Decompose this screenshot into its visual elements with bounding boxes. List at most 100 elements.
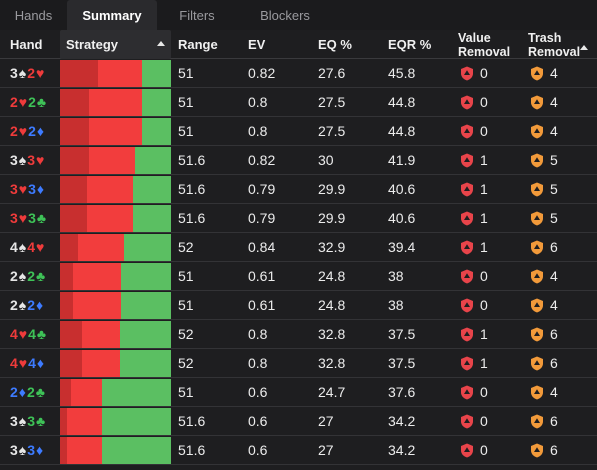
table-row[interactable]: 4 ♥ 4 ♦ 52 0.8 32.8 37.5 1 6 [0, 349, 597, 378]
tab-hands[interactable]: Hands [14, 7, 53, 23]
table-row[interactable]: 4 ♥ 4 ♣ 52 0.8 32.8 37.5 1 6 [0, 320, 597, 349]
heart-icon: ♥ [36, 65, 45, 81]
card-rank: 3 [10, 152, 18, 168]
trash-removal-cell: 5 [530, 175, 594, 203]
strategy-segment-red [97, 60, 143, 87]
value-removal-value: 0 [480, 384, 488, 400]
trash-removal-value: 5 [550, 152, 558, 168]
hand-cell: 3 ♥ 3 ♦ [10, 175, 60, 203]
strategy-segment-green [120, 292, 171, 319]
range-cell: 52 [178, 239, 194, 255]
column-header-eq[interactable]: EQ % [318, 37, 352, 52]
table-row[interactable]: 2 ♦ 2 ♣ 51 0.6 24.7 37.6 0 4 [0, 378, 597, 407]
tab-blockers[interactable]: Blockers [260, 7, 310, 23]
strategy-segment-green [119, 321, 171, 348]
trash-removal-value: 6 [550, 413, 558, 429]
value-removal-value: 1 [480, 210, 488, 226]
table-row[interactable]: 2 ♥ 2 ♣ 51 0.8 27.5 44.8 0 4 [0, 88, 597, 117]
strategy-segment-green [124, 234, 171, 261]
range-cell: 51 [178, 65, 194, 81]
table-row[interactable]: 3 ♥ 3 ♦ 51.6 0.79 29.9 40.6 1 5 [0, 175, 597, 204]
strategy-segment-red [66, 437, 103, 464]
card-rank: 3 [27, 442, 36, 458]
value-removal-value: 0 [480, 268, 488, 284]
card-rank: 3 [27, 413, 36, 429]
column-header-eqr[interactable]: EQR % [388, 37, 432, 52]
strategy-segment-dark [60, 147, 89, 174]
eqr-cell: 40.6 [388, 181, 416, 197]
trash-shield-icon [530, 211, 544, 226]
table-row[interactable]: 2 ♠ 2 ♦ 51 0.61 24.8 38 0 4 [0, 291, 597, 320]
strategy-segment-green [102, 408, 171, 435]
strategy-segment-red [86, 176, 134, 203]
card-rank: 4 [10, 355, 18, 371]
strategy-segment-dark [60, 118, 89, 145]
column-header-strategy-label: Strategy [66, 37, 119, 52]
trash-removal-cell: 6 [530, 233, 594, 261]
range-cell: 51.6 [178, 413, 206, 429]
eqr-cell: 34.2 [388, 442, 416, 458]
eq-cell: 29.9 [318, 210, 346, 226]
tab-filters[interactable]: Filters [179, 7, 215, 23]
strategy-segment-red [66, 408, 103, 435]
trash-removal-value: 4 [550, 268, 558, 284]
value-shield-icon [460, 385, 474, 400]
table-row[interactable]: 2 ♠ 2 ♣ 51 0.61 24.8 38 0 4 [0, 262, 597, 291]
sort-ascending-icon [157, 41, 165, 46]
value-shield-icon [460, 211, 474, 226]
value-removal-cell: 0 [460, 117, 524, 145]
trash-removal-cell: 6 [530, 349, 594, 377]
column-header-trash-removal[interactable]: Trash Removal [528, 30, 592, 59]
trash-shield-icon [530, 66, 544, 81]
table-row[interactable]: 3 ♠ 3 ♦ 51.6 0.6 27 34.2 0 6 [0, 436, 597, 465]
club-icon: ♣ [36, 210, 47, 226]
eq-cell: 32.8 [318, 326, 346, 342]
trash-removal-cell: 6 [530, 407, 594, 435]
heart-icon: ♥ [18, 326, 28, 342]
table-row[interactable]: 4 ♠ 4 ♥ 52 0.84 32.9 39.4 1 6 [0, 233, 597, 262]
column-header-value-removal[interactable]: Value Removal [458, 30, 524, 59]
column-header-strategy[interactable]: Strategy [60, 30, 171, 59]
value-removal-cell: 0 [460, 407, 524, 435]
value-removal-cell: 1 [460, 146, 524, 174]
value-shield-icon [460, 298, 474, 313]
trash-removal-value: 4 [550, 297, 558, 313]
club-icon: ♣ [36, 268, 46, 284]
eq-cell: 24.7 [318, 384, 346, 400]
card-rank: 2 [10, 123, 18, 139]
table-row[interactable]: 2 ♥ 2 ♦ 51 0.8 27.5 44.8 0 4 [0, 117, 597, 146]
eqr-cell: 44.8 [388, 94, 416, 110]
value-removal-value: 1 [480, 181, 488, 197]
ev-cell: 0.82 [248, 152, 276, 168]
column-header-hand[interactable]: Hand [10, 37, 43, 52]
hand-cell: 2 ♥ 2 ♦ [10, 117, 60, 145]
table-row[interactable]: 3 ♠ 3 ♥ 51.6 0.82 30 41.9 1 5 [0, 146, 597, 175]
trash-removal-cell: 4 [530, 262, 594, 290]
club-icon: ♣ [36, 94, 47, 110]
heart-icon: ♥ [36, 152, 45, 168]
card-rank: 3 [10, 65, 18, 81]
table-row[interactable]: 3 ♠ 2 ♥ 51 0.82 27.6 45.8 0 4 [0, 59, 597, 88]
column-header-ev[interactable]: EV [248, 37, 266, 52]
table-row[interactable]: 3 ♥ 3 ♣ 51.6 0.79 29.9 40.6 1 5 [0, 204, 597, 233]
strategy-segment-red [82, 321, 120, 348]
strategy-bar [60, 118, 172, 145]
eqr-cell: 37.5 [388, 326, 416, 342]
eqr-cell: 45.8 [388, 65, 416, 81]
table-row[interactable]: 3 ♠ 3 ♣ 51.6 0.6 27 34.2 0 6 [0, 407, 597, 436]
ev-cell: 0.8 [248, 326, 268, 342]
eq-cell: 24.8 [318, 297, 346, 313]
strategy-segment-dark [60, 437, 67, 464]
value-removal-cell: 0 [460, 88, 524, 116]
strategy-bar [60, 408, 171, 435]
strategy-bar [60, 292, 171, 319]
value-removal-cell: 0 [460, 262, 524, 290]
trash-removal-cell: 4 [530, 88, 594, 116]
value-shield-icon [460, 66, 474, 81]
strategy-segment-red [73, 263, 121, 290]
strategy-segment-green [119, 350, 171, 377]
tab-summary[interactable]: Summary [67, 0, 157, 30]
eq-cell: 29.9 [318, 181, 346, 197]
ev-cell: 0.8 [248, 123, 268, 139]
column-header-range[interactable]: Range [178, 37, 218, 52]
